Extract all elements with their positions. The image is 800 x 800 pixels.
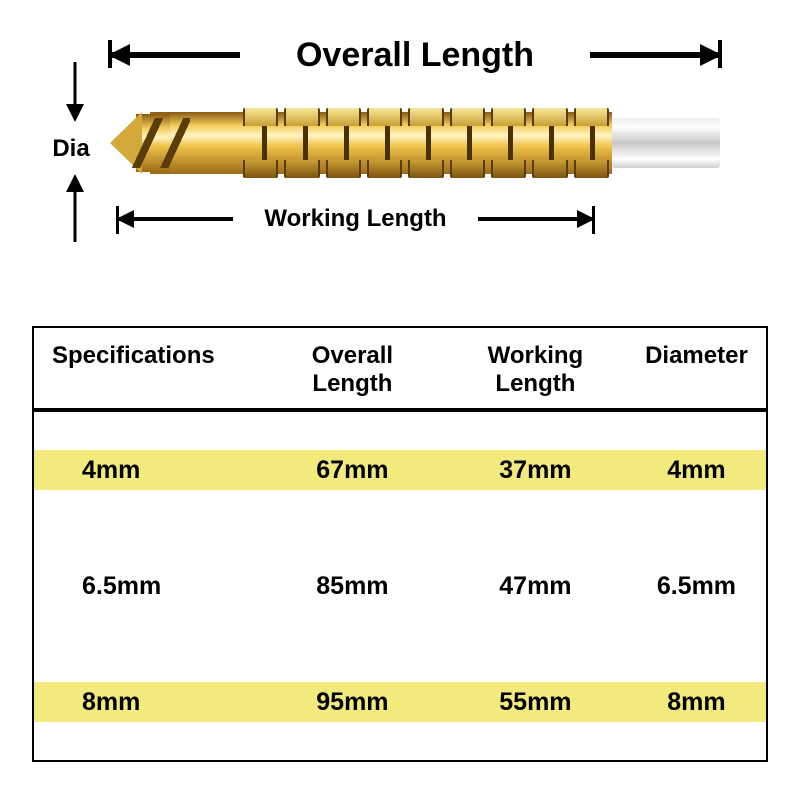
cell-diameter: 6.5mm	[627, 564, 766, 609]
table-row: 6.5mm 85mm 47mm 6.5mm	[34, 528, 766, 644]
overall-length-label: Overall Length	[240, 36, 590, 75]
specifications-table: Specifications Overall Length Working Le…	[32, 326, 768, 762]
cell-spec: 4mm	[34, 448, 261, 493]
working-length-arrow: Working Length	[118, 198, 593, 240]
arrow-head-left-icon	[116, 210, 134, 228]
col-specifications: Specifications	[34, 328, 261, 410]
cell-overall: 95mm	[261, 680, 444, 725]
col-working-length: Working Length	[444, 328, 627, 410]
diameter-indicator: Dia	[40, 60, 110, 245]
table-header-row: Specifications Overall Length Working Le…	[34, 328, 766, 410]
overall-length-arrow: Overall Length	[110, 30, 720, 80]
table-row: 4mm 67mm 37mm 4mm	[34, 412, 766, 528]
col-overall-length: Overall Length	[261, 328, 444, 410]
cell-spec: 8mm	[34, 680, 261, 725]
arrow-head-left-icon	[108, 44, 130, 66]
drill-tip	[110, 112, 170, 174]
cell-diameter: 8mm	[627, 680, 766, 725]
drill-shank	[612, 118, 720, 168]
dimension-diagram: Overall Length Dia Working Length	[40, 20, 760, 310]
arrow-head-right-icon	[577, 210, 595, 228]
cell-working: 55mm	[444, 680, 627, 725]
table-row: 8mm 95mm 55mm 8mm	[34, 644, 766, 760]
drill-bit-illustration	[110, 112, 720, 174]
arrow-head-down-icon	[66, 104, 84, 122]
cell-spec: 6.5mm	[34, 564, 261, 609]
table-body: 4mm 67mm 37mm 4mm 6.5mm 85mm 47mm 6.5mm …	[34, 412, 766, 760]
diameter-label: Dia	[35, 135, 107, 163]
working-length-label: Working Length	[233, 205, 478, 233]
cell-overall: 85mm	[261, 564, 444, 609]
cell-overall: 67mm	[261, 448, 444, 493]
cell-working: 37mm	[444, 448, 627, 493]
col-diameter: Diameter	[627, 328, 766, 410]
cell-diameter: 4mm	[627, 448, 766, 493]
cell-working: 47mm	[444, 564, 627, 609]
arrow-head-right-icon	[700, 44, 722, 66]
